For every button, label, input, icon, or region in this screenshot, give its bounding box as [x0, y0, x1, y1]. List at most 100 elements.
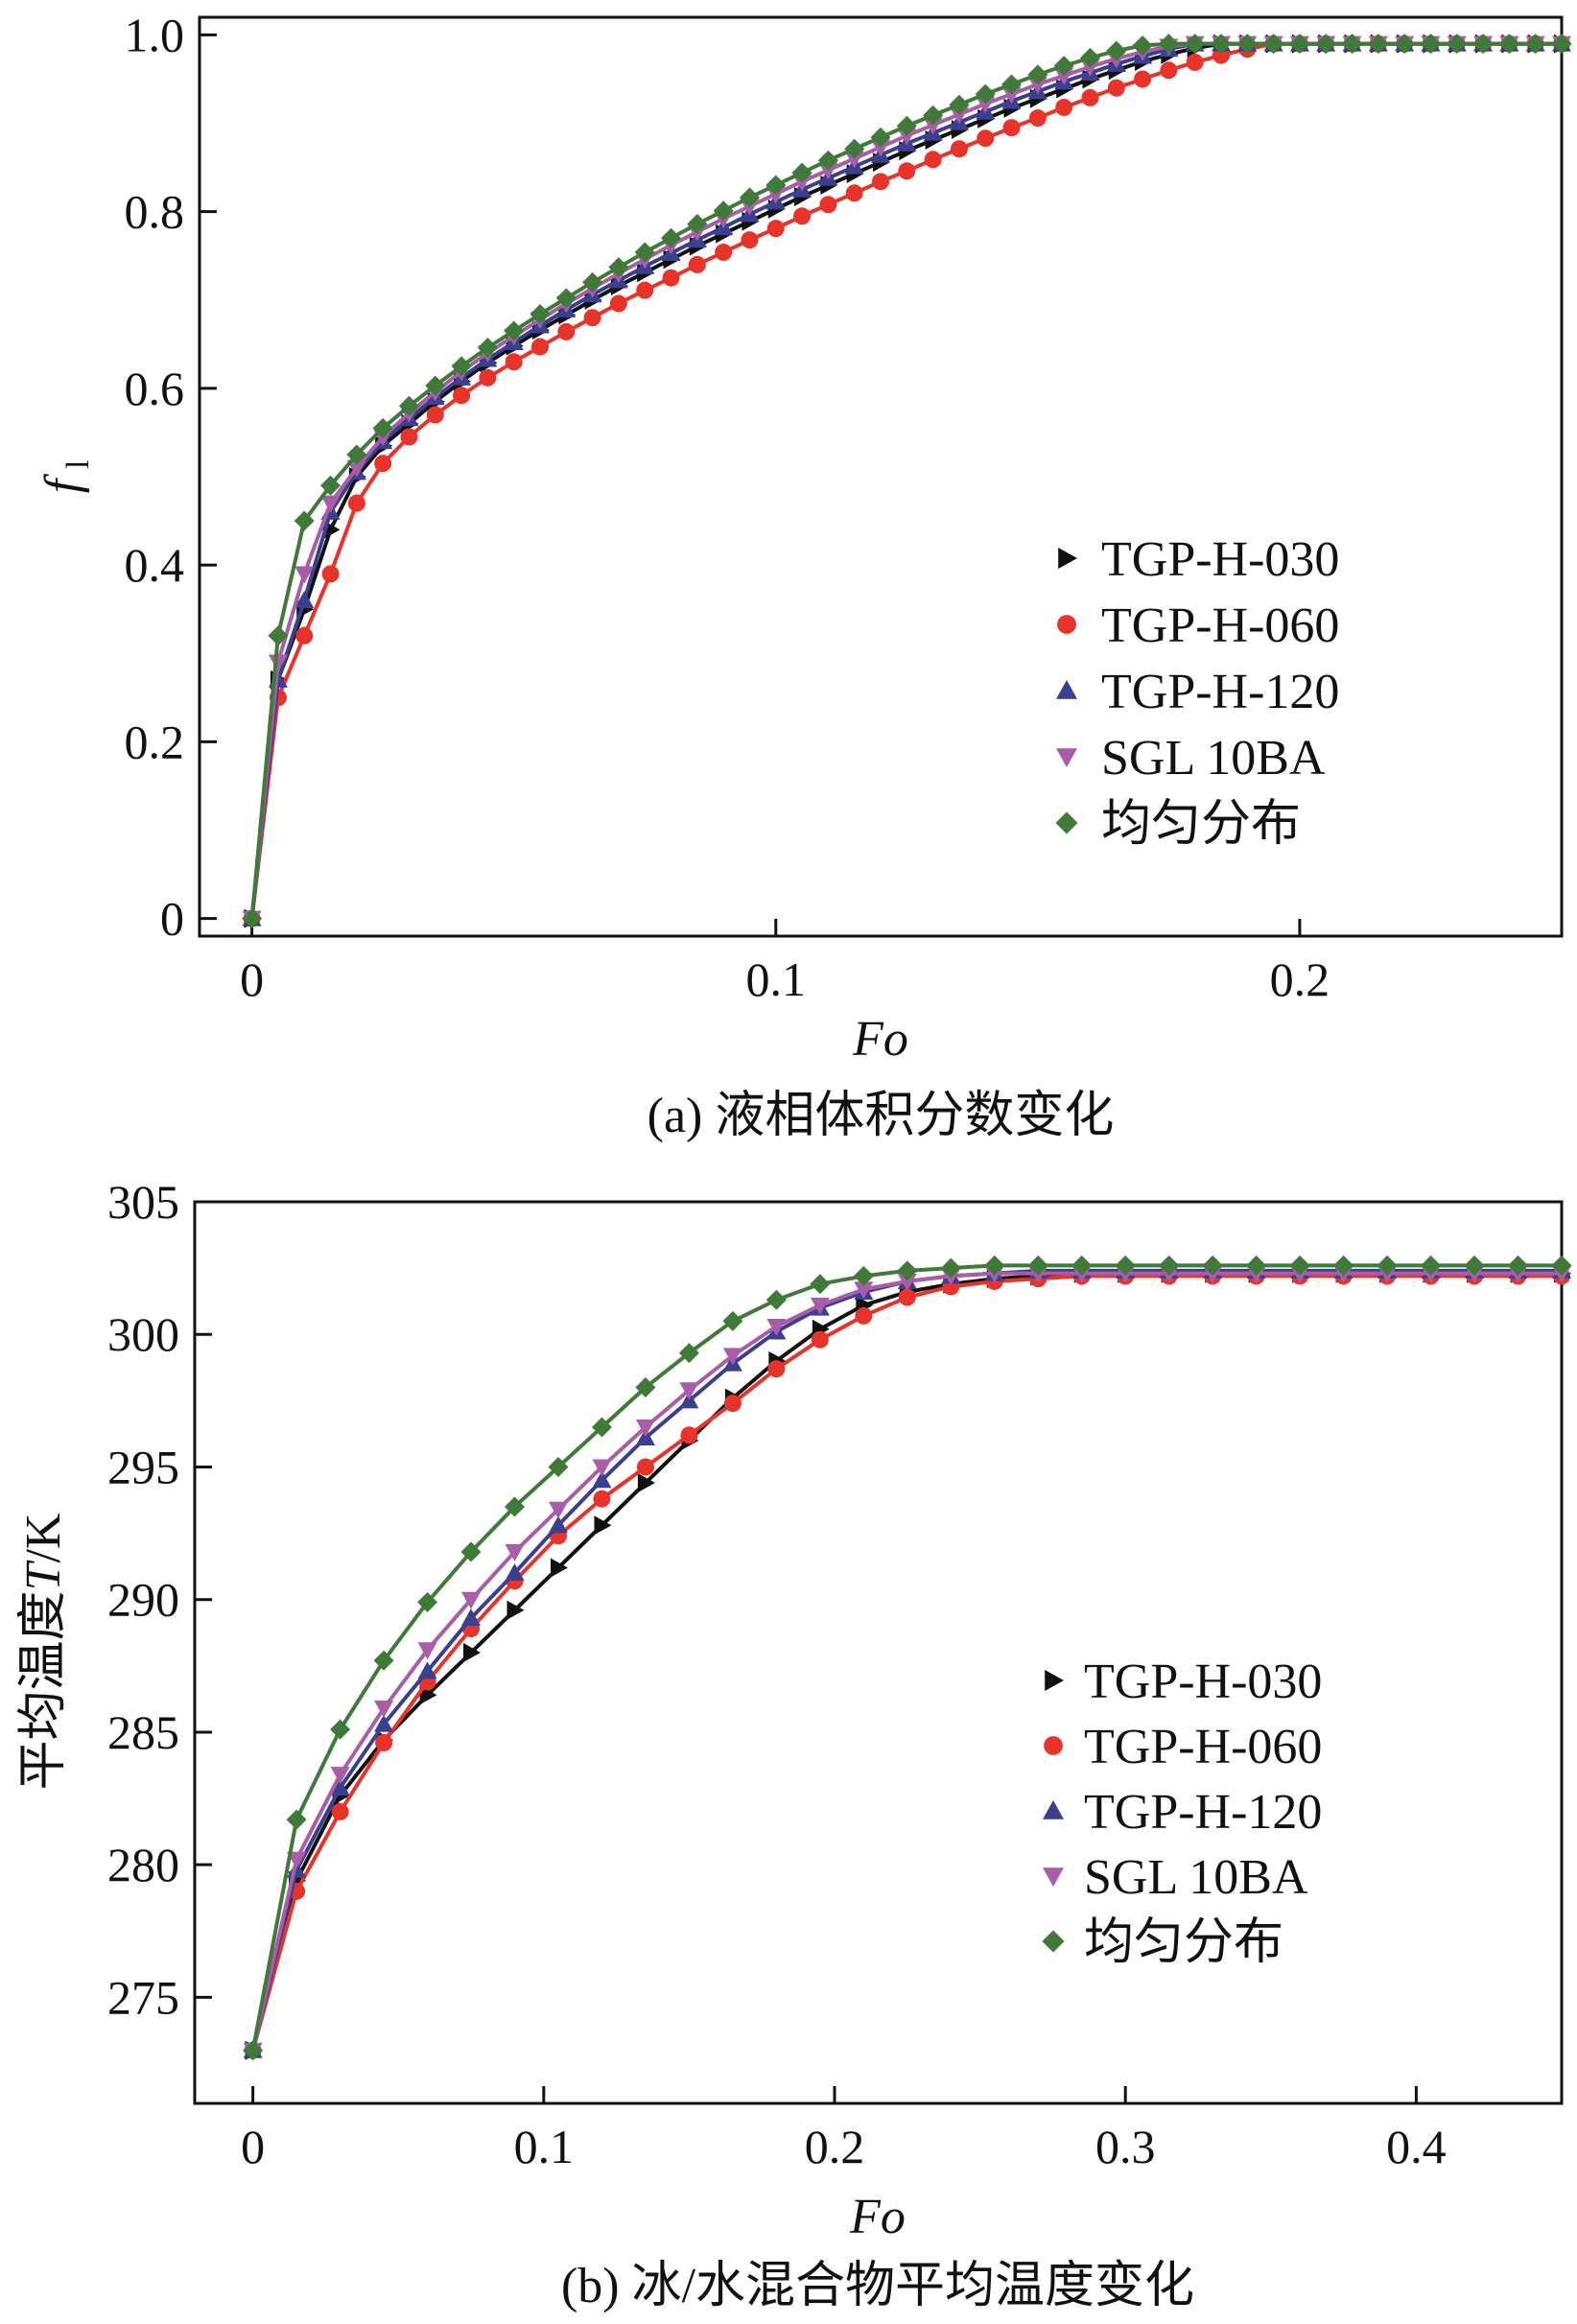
chart-a-point-sgl-10ba	[1027, 77, 1047, 95]
chart-a-legend-label-tgp-h-060: TGP-H-060	[1101, 599, 1339, 653]
chart-a-plot-frame	[198, 15, 1564, 938]
chart-a-point-sgl-10ba	[818, 162, 838, 180]
chart-a-y-axis-label-main: f	[35, 473, 90, 493]
chart-a-point-uniform	[1027, 64, 1048, 85]
chart-a-y-tick-label: 0.8	[125, 185, 185, 239]
chart-b-point-tgp-h-060	[680, 1426, 698, 1444]
chart-a-point-uniform	[504, 320, 525, 341]
chart-b-point-sgl-10ba	[330, 1767, 350, 1785]
chart-b-x-tick-label: 0.4	[1386, 2120, 1447, 2173]
chart-a-y-ticks: 0 0.2 0.4 0.6 0.8 1.0	[125, 8, 217, 946]
chart-b-point-sgl-10ba	[810, 1297, 830, 1315]
chart-a-point-tgp-h-060	[662, 269, 680, 287]
chart-a-point-uniform	[372, 417, 393, 438]
chart-b-point-sgl-10ba	[592, 1459, 612, 1477]
chart-b-legend-label-uniform: 均匀分布	[1084, 1915, 1283, 1970]
chart-b-point-sgl-10ba	[897, 1273, 917, 1291]
chart-b-point-uniform	[1551, 1255, 1572, 1276]
chart-a-point-tgp-h-060	[609, 294, 627, 313]
chart-b-point-uniform	[765, 1289, 787, 1310]
chart-a-point-tgp-h-060	[1002, 119, 1021, 137]
chart-a-point-tgp-h-060	[741, 231, 759, 249]
chart-b-point-uniform	[1289, 1255, 1310, 1276]
chart-a-point-uniform	[425, 375, 446, 396]
chart-b-x-ticks: 0 0.1 0.2 0.3 0.4	[241, 2086, 1447, 2173]
chart-a: 0 0.1 0.2 00.20.40.60.81.0 TGP-H-030TGP-H-…	[35, 8, 1572, 1143]
chart-b-x-tick-label: 0.1	[514, 2120, 575, 2173]
chart-a-x-axis-label: Fo	[852, 1012, 908, 1067]
chart-a-legend-marker-tgp-h-060	[1057, 615, 1076, 634]
chart-a-point-uniform	[477, 338, 498, 359]
chart-b-series	[243, 1255, 1572, 2061]
chart-a-point-uniform	[608, 257, 629, 278]
chart-a-point-tgp-h-060	[898, 162, 916, 180]
chart-b-point-tgp-h-120	[679, 1391, 699, 1409]
chart-b-point-sgl-10ba	[635, 1420, 655, 1437]
chart-b-point-tgp-h-030	[594, 1515, 612, 1536]
chart-a-point-tgp-h-060	[505, 353, 523, 371]
chart-b-point-tgp-h-120	[635, 1428, 655, 1446]
chart-a-point-tgp-h-060	[347, 494, 365, 512]
chart-a-legend-label-sgl-10ba: SGL 10BA	[1101, 731, 1326, 786]
chart-a-point-uniform	[765, 175, 787, 196]
chart-b-point-sgl-10ba	[722, 1348, 742, 1366]
chart-a-point-sgl-10ba	[268, 654, 288, 672]
chart-b-series-line-tgp-h-120	[250, 1268, 1562, 2052]
chart-b-point-tgp-h-030	[463, 1643, 482, 1662]
chart-a-legend-marker-uniform	[1055, 811, 1078, 834]
chart-a-point-uniform	[1236, 34, 1258, 55]
chart-b-point-tgp-h-060	[767, 1360, 786, 1378]
chart-a-point-sgl-10ba	[346, 459, 366, 478]
chart-a-point-tgp-h-060	[924, 151, 942, 169]
chart-b-legend: TGP-H-030 TGP-H-060 TGP-H-120 SGL 10BA 均匀分布	[1042, 1655, 1322, 1970]
chart-a-point-uniform	[1472, 34, 1494, 55]
chart-b-point-uniform	[505, 1496, 526, 1517]
chart-a-point-uniform	[1132, 35, 1153, 56]
chart-a-point-uniform	[1368, 34, 1389, 55]
chart-b-point-sgl-10ba	[287, 1851, 307, 1869]
chart-a-legend-marker-tgp-h-030	[1058, 548, 1077, 569]
chart-b-y-tick-label: 290	[107, 1573, 179, 1627]
chart-b-point-tgp-h-120	[330, 1778, 350, 1796]
chart-b-point-uniform	[940, 1257, 961, 1279]
chart-a-y-tick-label: 0.4	[125, 538, 185, 592]
chart-b-point-tgp-h-060	[855, 1306, 873, 1325]
chart-b-point-uniform	[984, 1255, 1005, 1276]
chart-a-point-uniform	[1263, 34, 1284, 55]
chart-a-point-uniform	[1498, 34, 1519, 55]
chart-a-point-tgp-h-060	[321, 565, 340, 583]
chart-a-x-ticks: 0 0.1 0.2	[240, 919, 1330, 1006]
chart-b-point-tgp-h-060	[723, 1395, 741, 1413]
chart-a-legend-label-uniform: 均匀分布	[1101, 797, 1301, 852]
chart-a-point-uniform	[1420, 34, 1441, 55]
chart-a-point-sgl-10ba	[976, 96, 996, 114]
chart-a-point-uniform	[975, 83, 996, 105]
chart-b-legend-marker-tgp-h-030	[1045, 1670, 1064, 1691]
chart-a-legend-marker-sgl-10ba	[1056, 748, 1077, 767]
chart-b-point-tgp-h-060	[593, 1490, 611, 1508]
chart-b-y-tick-label: 285	[107, 1705, 179, 1759]
chart-a-point-uniform	[713, 200, 734, 222]
chart-b-point-sgl-10ba	[417, 1642, 437, 1660]
chart-a-point-uniform	[817, 150, 838, 171]
chart-b-y-axis-label-text: 平均温度	[16, 1590, 71, 1790]
chart-b-legend-label-tgp-h-060: TGP-H-060	[1084, 1720, 1322, 1774]
chart-a-point-uniform	[320, 475, 341, 496]
chart-a-point-tgp-h-060	[950, 140, 968, 158]
chart-b-point-tgp-h-120	[592, 1470, 612, 1489]
chart-a-point-tgp-h-060	[715, 244, 733, 262]
chart-a-legend-label-tgp-h-120: TGP-H-120	[1101, 665, 1339, 719]
chart-a-point-uniform	[451, 356, 472, 377]
chart-a-point-tgp-h-060	[1134, 70, 1152, 88]
chart-a-point-tgp-h-060	[819, 196, 837, 214]
chart-b-series-line-sgl-10ba	[250, 1271, 1562, 2052]
chart-a-point-uniform	[1342, 34, 1363, 55]
chart-a-point-sgl-10ba	[871, 139, 890, 157]
chart-a-point-uniform	[1053, 56, 1074, 77]
chart-a-point-tgp-h-120	[294, 590, 315, 608]
chart-a-point-uniform	[949, 94, 970, 115]
chart-b-point-tgp-h-060	[811, 1330, 829, 1349]
chart-a-point-tgp-h-060	[426, 406, 444, 424]
chart-b-x-tick-label: 0	[241, 2120, 265, 2173]
